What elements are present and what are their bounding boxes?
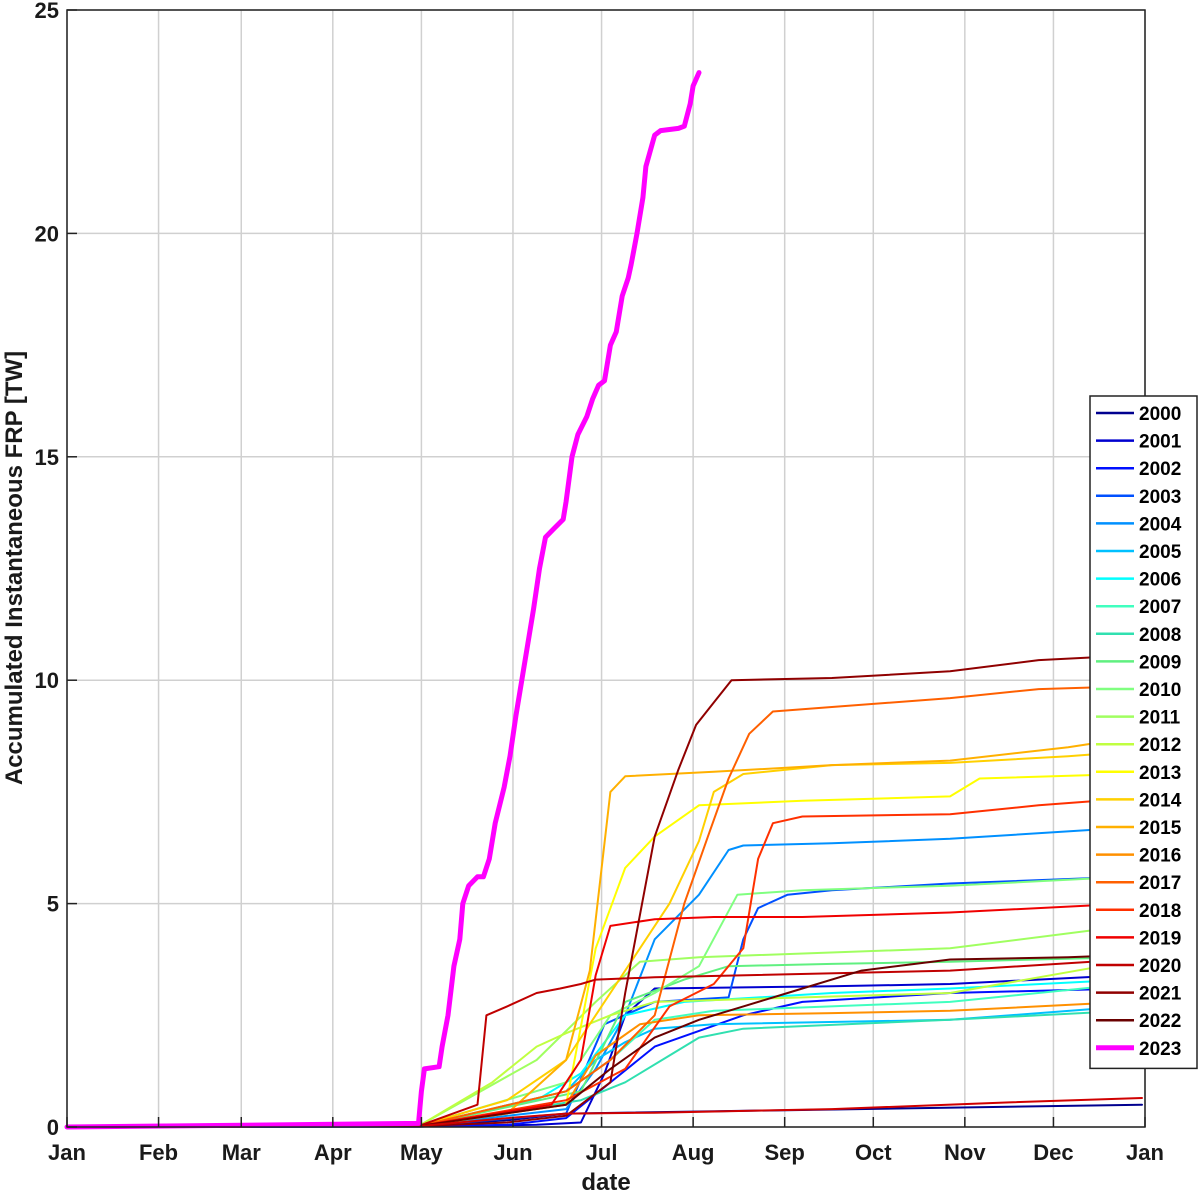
- x-tick-label: Aug: [672, 1140, 715, 1165]
- legend-label: 2003: [1139, 487, 1181, 508]
- series-line-2023: [64, 70, 702, 1130]
- series-line-2012: [66, 960, 1129, 1128]
- series-line-2018: [66, 797, 1129, 1128]
- x-axis-ticks: Jan Feb Mar Apr May Jun Jul Aug Sep Oct Nov Dec Jan: [48, 1117, 1164, 1165]
- series-line-2021: [66, 654, 1129, 1128]
- legend-label: 2007: [1139, 597, 1181, 618]
- x-tick-label: Mar: [222, 1140, 262, 1165]
- x-tick-label: Nov: [944, 1140, 986, 1165]
- series-line-2013: [66, 773, 1129, 1128]
- x-tick-label: Apr: [314, 1140, 352, 1165]
- legend-label: 2013: [1139, 763, 1181, 784]
- series-line-2020: [66, 958, 1129, 1128]
- y-tick-label: 20: [35, 221, 59, 246]
- series-line-2004: [66, 826, 1129, 1128]
- x-tick-label: Jan: [48, 1140, 86, 1165]
- y-tick-label: 10: [35, 668, 59, 693]
- series-lines: [64, 70, 1143, 1130]
- y-tick-label: 15: [35, 445, 59, 470]
- legend-label: 2022: [1139, 1011, 1181, 1032]
- legend-label: 2001: [1139, 432, 1182, 453]
- series-line-2002: [66, 987, 1129, 1128]
- legend-label: 2021: [1139, 984, 1182, 1005]
- legend-label: 2017: [1139, 873, 1181, 894]
- series-line-2014: [66, 750, 1129, 1128]
- legend-label: 2009: [1139, 652, 1181, 673]
- legend-label: 2015: [1139, 818, 1182, 839]
- series-line-2019: [66, 902, 1129, 1128]
- x-tick-label: May: [400, 1140, 444, 1165]
- series-line-2009: [66, 956, 1129, 1128]
- legend-label: 2006: [1139, 570, 1181, 591]
- series-line-2017: [66, 685, 1114, 1128]
- x-tick-label: Sep: [765, 1140, 805, 1165]
- x-tick-label: Jul: [586, 1140, 618, 1165]
- x-tick-label: Feb: [139, 1140, 178, 1165]
- legend-label: 2010: [1139, 680, 1181, 701]
- x-tick-label: Dec: [1033, 1140, 1073, 1165]
- series-line-2022: [66, 954, 1129, 1128]
- series-line-2011: [66, 924, 1129, 1128]
- legend-label: 2016: [1139, 846, 1181, 867]
- y-tick-label: 0: [47, 1115, 59, 1140]
- legend-label: 2023: [1139, 1039, 1181, 1060]
- y-axis-ticks: 0 5 10 15 20 25: [35, 0, 77, 1140]
- x-tick-label: Jun: [493, 1140, 532, 1165]
- legend-label: 2011: [1139, 708, 1181, 729]
- legend-box: [1089, 395, 1198, 1070]
- y-axis-title: Accumulated Instantaneous FRP [TW]: [1, 351, 28, 785]
- legend-label: 2019: [1139, 928, 1181, 949]
- legend-label: 2008: [1139, 625, 1181, 646]
- legend-label: 2012: [1139, 735, 1181, 756]
- series-line-2022b: [66, 1097, 1143, 1128]
- x-axis-title: date: [581, 1169, 630, 1196]
- legend-label: 2014: [1139, 790, 1182, 811]
- legend-label: 2005: [1139, 542, 1182, 563]
- x-tick-label: Oct: [855, 1140, 892, 1165]
- legend-label: 2020: [1139, 956, 1181, 977]
- legend: 2000 2001 2002 2003 2004 2005 2006 2007 2008 2009…: [1089, 395, 1198, 1070]
- legend-label: 2002: [1139, 459, 1181, 480]
- legend-label: 2000: [1139, 404, 1181, 425]
- legend-label: 2004: [1139, 514, 1182, 535]
- x-tick-label: Jan: [1126, 1140, 1164, 1165]
- legend-label: 2018: [1139, 901, 1181, 922]
- y-tick-label: 5: [47, 892, 59, 917]
- y-tick-label: 25: [35, 0, 59, 23]
